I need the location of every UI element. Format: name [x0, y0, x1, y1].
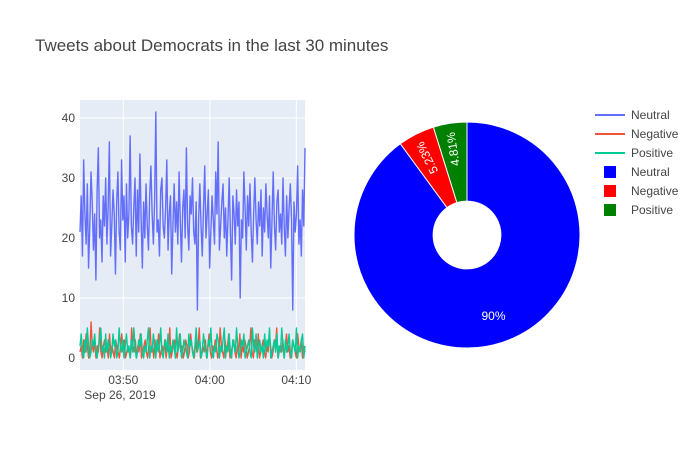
legend-swatch-neutral [604, 166, 616, 178]
legend-swatch-negative [604, 185, 616, 197]
legend-label-negative[interactable]: Negative [631, 184, 679, 198]
legend-label-neutral[interactable]: Neutral [631, 108, 670, 122]
pie-slice-positive[interactable] [432, 121, 468, 204]
chart-title: Tweets about Democrats in the last 30 mi… [35, 36, 388, 55]
neutral-series-line [79, 111, 306, 311]
y-tick-label: 20 [62, 231, 76, 245]
legend-label-neutral[interactable]: Neutral [631, 165, 670, 179]
positive-series-line [79, 327, 306, 359]
line-axis-ticks: 0 10 20 30 40 03:50 04:00 04:10 [62, 111, 312, 387]
legend-swatch-positive [604, 204, 616, 216]
pie-slice-neutral[interactable] [353, 121, 581, 349]
pie-label-positive: 4.81% [444, 131, 463, 167]
y-tick-label: 30 [62, 171, 76, 185]
x-tick-label: 03:50 [108, 373, 138, 387]
y-tick-label: 40 [62, 111, 76, 125]
y-tick-label: 0 [68, 351, 75, 365]
line-series [79, 111, 306, 359]
legend[interactable]: Neutral Negative Positive Neutral Negative Po… [595, 108, 679, 217]
legend-label-negative[interactable]: Negative [631, 127, 679, 141]
donut-chart: 90%5.23% 4.81% [353, 121, 581, 349]
pie-label-neutral: 90% [481, 309, 505, 323]
y-tick-label: 10 [62, 291, 76, 305]
x-axis-date-label: Sep 26, 2019 [84, 388, 156, 402]
x-tick-label: 04:10 [281, 373, 311, 387]
legend-label-positive[interactable]: Positive [631, 203, 673, 217]
x-tick-label: 04:00 [195, 373, 225, 387]
line-chart: 0 10 20 30 40 03:50 04:00 04:10 Sep 26, 2019 [62, 100, 312, 402]
legend-label-positive[interactable]: Positive [631, 146, 673, 160]
